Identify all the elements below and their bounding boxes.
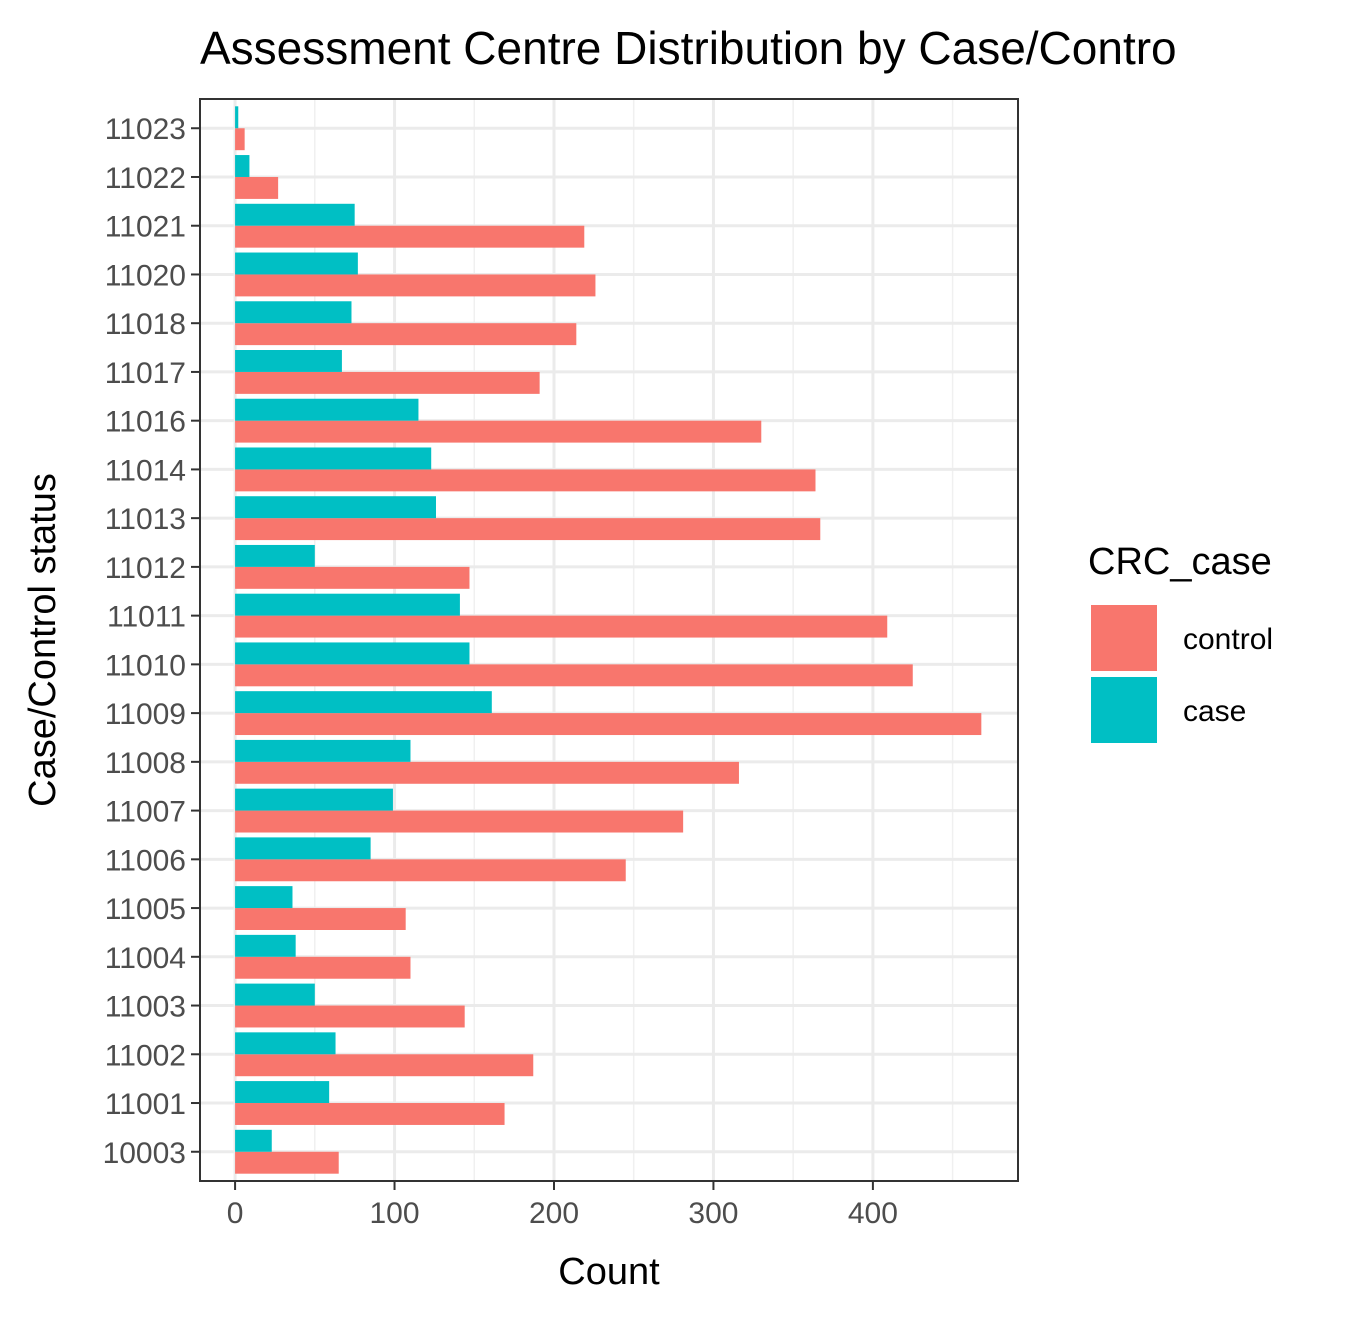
y-tick-label: 11001 bbox=[105, 1088, 186, 1121]
x-axis-title: Count bbox=[558, 1251, 660, 1293]
y-tick-label: 11020 bbox=[105, 259, 186, 292]
y-tick-label: 11021 bbox=[105, 211, 186, 244]
y-tick-label: 11006 bbox=[105, 844, 186, 877]
bar-case-11004 bbox=[235, 934, 296, 957]
bar-case-11011 bbox=[235, 593, 460, 616]
y-axis-title: Case/Control status bbox=[22, 473, 64, 807]
bar-control-11005 bbox=[235, 908, 406, 930]
legend: CRC_case control case bbox=[1088, 541, 1273, 743]
bar-case-11017 bbox=[235, 350, 342, 372]
bar-control-11006 bbox=[235, 859, 626, 882]
bar-case-11012 bbox=[235, 544, 315, 567]
y-tick-label: 11016 bbox=[105, 406, 186, 439]
bar-control-11016 bbox=[235, 420, 762, 443]
y-tick-label: 11004 bbox=[105, 942, 186, 975]
bar-case-11021 bbox=[235, 203, 355, 226]
x-tick-label: 300 bbox=[688, 1197, 738, 1230]
bar-control-11022 bbox=[235, 176, 279, 199]
plot-panel-border bbox=[199, 98, 1019, 1182]
bar-case-11008 bbox=[235, 739, 411, 762]
legend-label-case: case bbox=[1183, 695, 1246, 728]
legend-label-control: control bbox=[1183, 623, 1273, 656]
y-tick-label: 11003 bbox=[105, 991, 186, 1024]
y-tick-label: 11018 bbox=[105, 308, 186, 341]
x-tick-label: 100 bbox=[370, 1197, 420, 1230]
bar-control-11011 bbox=[235, 615, 888, 638]
bar-case-11014 bbox=[235, 447, 432, 470]
bar-case-11018 bbox=[235, 301, 352, 324]
chart-title: Assessment Centre Distribution by Case/C… bbox=[200, 22, 1177, 74]
bar-control-11017 bbox=[235, 371, 540, 394]
bar-case-11002 bbox=[235, 1032, 336, 1055]
bar-control-10003 bbox=[235, 1151, 339, 1174]
y-tick-label: 11012 bbox=[105, 552, 186, 585]
bar-case-11022 bbox=[235, 155, 250, 177]
bar-control-11013 bbox=[235, 518, 821, 541]
bar-case-11023 bbox=[235, 106, 239, 129]
bar-case-11006 bbox=[235, 837, 371, 860]
y-tick-label: 11009 bbox=[105, 698, 186, 731]
bar-control-11002 bbox=[235, 1054, 534, 1077]
y-tick-label: 11005 bbox=[105, 893, 186, 926]
bar-control-11018 bbox=[235, 323, 577, 346]
x-tick-label: 0 bbox=[227, 1197, 244, 1230]
legend-key-case bbox=[1091, 677, 1157, 743]
bar-case-11020 bbox=[235, 252, 358, 275]
bar-control-11021 bbox=[235, 225, 585, 248]
bars bbox=[235, 106, 982, 1174]
bar-control-11012 bbox=[235, 566, 470, 589]
y-tick-label: 11017 bbox=[105, 357, 186, 390]
y-tick-label: 11014 bbox=[105, 454, 186, 487]
y-tick-label: 11022 bbox=[105, 162, 186, 195]
legend-key-control bbox=[1091, 605, 1157, 671]
bar-case-10003 bbox=[235, 1129, 272, 1152]
bar-case-11013 bbox=[235, 496, 436, 519]
y-tick-label: 10003 bbox=[103, 1137, 186, 1170]
y-tick-label: 11011 bbox=[107, 601, 186, 634]
bar-control-11023 bbox=[235, 128, 245, 151]
y-tick-label: 11008 bbox=[105, 747, 186, 780]
x-tick-label: 400 bbox=[848, 1197, 898, 1230]
bar-control-11014 bbox=[235, 469, 816, 492]
y-tick-label: 11013 bbox=[105, 503, 186, 536]
bar-case-11016 bbox=[235, 398, 419, 421]
bar-control-11007 bbox=[235, 810, 684, 833]
y-tick-label: 11002 bbox=[105, 1039, 186, 1072]
legend-title: CRC_case bbox=[1088, 541, 1272, 583]
x-tick-label: 200 bbox=[529, 1197, 579, 1230]
bar-case-11007 bbox=[235, 788, 393, 811]
bar-case-11003 bbox=[235, 983, 315, 1006]
bar-control-11009 bbox=[235, 713, 982, 736]
bar-control-11010 bbox=[235, 664, 913, 687]
y-tick-label: 11023 bbox=[105, 113, 186, 146]
bar-case-11009 bbox=[235, 691, 492, 714]
bar-case-11010 bbox=[235, 642, 470, 665]
bar-control-11020 bbox=[235, 274, 596, 297]
bar-control-11004 bbox=[235, 956, 411, 979]
y-tick-label: 11007 bbox=[105, 796, 186, 829]
bar-control-11003 bbox=[235, 1005, 465, 1028]
y-axis: 10003 11001 11002 11003 11004 11005 11006 11007… bbox=[103, 113, 200, 1170]
bar-case-11001 bbox=[235, 1081, 330, 1104]
bar-control-11001 bbox=[235, 1103, 505, 1125]
x-axis: 0 100 200 300 400 bbox=[227, 1181, 898, 1230]
bar-case-11005 bbox=[235, 886, 293, 909]
y-tick-label: 11010 bbox=[105, 649, 186, 682]
bar-control-11008 bbox=[235, 761, 739, 784]
